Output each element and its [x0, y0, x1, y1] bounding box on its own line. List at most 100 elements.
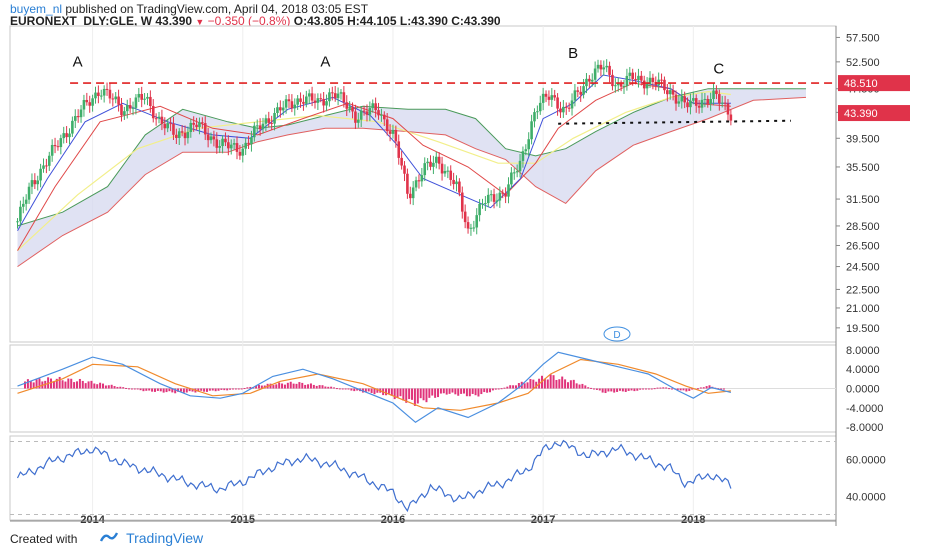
macd-histogram-bar: [341, 388, 344, 390]
ohlc-low: L:43.390: [399, 14, 448, 28]
candle-body: [674, 94, 678, 104]
candle-body: [180, 131, 184, 133]
macd-histogram-bar: [191, 388, 194, 392]
macd-histogram-bar: [624, 388, 627, 392]
macd-histogram-bar: [87, 381, 90, 389]
candle-body: [712, 90, 715, 100]
macd-histogram-bar: [148, 388, 151, 391]
candle-body: [336, 93, 340, 99]
candle-body: [331, 92, 334, 94]
indicator-badge: [603, 326, 631, 342]
macd-histogram-bar: [110, 384, 113, 389]
macd-histogram-bar: [275, 384, 278, 389]
candle-body: [521, 151, 525, 161]
candle-body: [680, 96, 684, 102]
macd-histogram-bar: [179, 388, 182, 392]
candle-body: [715, 90, 718, 95]
wave-label: A: [73, 54, 83, 71]
candle-body: [377, 110, 380, 116]
candle-body: [65, 133, 68, 138]
macd-histogram-bar: [457, 388, 460, 396]
tradingview-logo-icon: [99, 531, 119, 546]
candle-body: [588, 78, 591, 82]
macd-histogram-bar: [500, 388, 503, 390]
macd-histogram-bar: [125, 387, 128, 389]
macd-histogram-bar: [621, 388, 624, 392]
candle-body: [611, 74, 614, 87]
macd-histogram-bar: [564, 379, 567, 389]
candle-body: [94, 92, 97, 99]
candle-body: [53, 144, 57, 147]
candle-body: [36, 180, 40, 185]
macd-histogram-bar: [168, 388, 171, 392]
macd-histogram-bar: [491, 388, 494, 391]
candle-body: [247, 142, 250, 145]
candle-body: [414, 180, 418, 188]
candle-body: [559, 108, 562, 113]
macd-histogram-bar: [81, 380, 84, 389]
macd-histogram-bar: [653, 388, 656, 390]
candle-body: [440, 163, 444, 174]
macd-histogram-bar: [370, 388, 373, 393]
tradingview-brand[interactable]: TradingView: [126, 530, 204, 546]
candle-body: [489, 194, 493, 196]
macd-tick-label: -4.0000: [846, 403, 883, 415]
macd-histogram-bar: [52, 381, 55, 389]
candle-body: [114, 96, 118, 100]
candle-body: [501, 192, 505, 194]
macd-histogram-bar: [96, 384, 99, 389]
candle-body: [547, 96, 551, 100]
macd-histogram-bar: [584, 385, 587, 389]
macd-tick-label: 8.0000: [846, 345, 880, 357]
macd-histogram-bar: [561, 376, 564, 389]
macd-histogram-bar: [246, 387, 249, 389]
macd-histogram-bar: [494, 388, 497, 390]
macd-histogram-bar: [29, 381, 32, 389]
macd-histogram-bar: [93, 383, 96, 389]
candle-body: [189, 122, 193, 133]
price-tick-label: 28.500: [846, 221, 880, 233]
macd-histogram-bar: [165, 388, 168, 393]
x-tick-label: 2016: [381, 514, 405, 526]
candle-body: [437, 156, 441, 164]
macd-histogram-bar: [119, 386, 122, 389]
down-triangle-icon: ▼: [195, 17, 205, 27]
candle-body: [85, 99, 89, 103]
candle-body: [469, 227, 473, 229]
candle-body: [642, 80, 646, 89]
candle-body: [463, 211, 467, 223]
candle-body: [134, 97, 138, 108]
macd-histogram-bar: [255, 386, 258, 389]
macd-histogram-bar: [32, 382, 35, 389]
candle-body: [342, 92, 346, 103]
macd-histogram-bar: [532, 379, 535, 389]
candle-body: [108, 89, 112, 99]
macd-histogram-bar: [477, 388, 480, 397]
macd-histogram-bar: [639, 388, 642, 390]
author-link[interactable]: buyem_nl: [10, 2, 63, 16]
macd-histogram-bar: [220, 388, 223, 390]
price-change: −0.350 (−0.8%): [207, 14, 291, 28]
candle-body: [452, 179, 455, 185]
candle-body: [434, 156, 438, 163]
candle-body: [76, 116, 80, 118]
macd-histogram-bar: [387, 388, 390, 394]
candle-body: [671, 90, 675, 95]
candle-body: [105, 88, 109, 90]
macd-histogram-bar: [113, 386, 116, 389]
candle-body: [515, 171, 519, 173]
macd-histogram-bar: [188, 388, 191, 392]
macd-histogram-bar: [552, 375, 555, 389]
candle-body: [166, 123, 169, 129]
macd-histogram-bar: [647, 388, 650, 390]
macd-histogram-bar: [668, 388, 671, 390]
macd-histogram-bar: [670, 388, 673, 390]
candle-body: [250, 137, 253, 145]
macd-histogram-bar: [650, 388, 653, 390]
candle-body: [302, 101, 305, 104]
macd-histogram-bar: [67, 378, 70, 389]
wave-label: A: [320, 54, 330, 71]
candle-body: [700, 99, 704, 108]
macd-histogram-bar: [101, 383, 104, 389]
